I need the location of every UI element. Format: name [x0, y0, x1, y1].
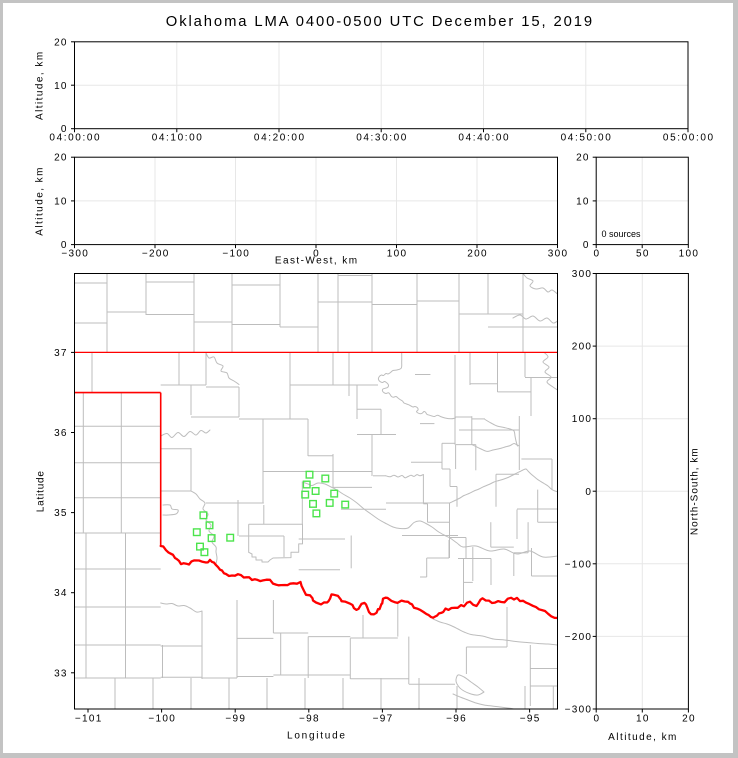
svg-text:04:30:00: 04:30:00: [356, 133, 408, 144]
svg-text:200: 200: [572, 342, 593, 353]
svg-text:−98: −98: [299, 714, 320, 725]
svg-text:04:50:00: 04:50:00: [561, 133, 613, 144]
svg-text:20: 20: [576, 153, 590, 164]
svg-text:34: 34: [54, 588, 68, 599]
svg-text:Altitude, km: Altitude, km: [35, 166, 46, 236]
svg-text:0: 0: [61, 240, 68, 251]
svg-text:300: 300: [548, 248, 569, 259]
svg-text:10: 10: [636, 714, 650, 725]
svg-text:−200: −200: [142, 248, 170, 259]
svg-text:10: 10: [54, 81, 68, 92]
svg-text:−99: −99: [225, 714, 246, 725]
svg-text:0: 0: [593, 248, 600, 259]
svg-text:04:10:00: 04:10:00: [152, 133, 204, 144]
svg-text:North-South, km: North-South, km: [690, 447, 701, 535]
svg-text:0 sources: 0 sources: [602, 229, 642, 239]
svg-text:100: 100: [572, 414, 593, 425]
svg-text:0: 0: [593, 714, 600, 725]
svg-text:33: 33: [54, 668, 68, 679]
svg-text:04:00:00: 04:00:00: [49, 133, 101, 144]
svg-text:20: 20: [54, 37, 68, 48]
svg-text:200: 200: [467, 248, 488, 259]
svg-text:Longitude: Longitude: [287, 731, 347, 742]
svg-text:−96: −96: [446, 714, 467, 725]
svg-text:35: 35: [54, 508, 68, 519]
svg-text:Altitude, km: Altitude, km: [35, 50, 46, 120]
svg-text:−100: −100: [148, 714, 176, 725]
svg-text:Oklahoma LMA 0400-0500 UTC Dec: Oklahoma LMA 0400-0500 UTC December 15, …: [166, 14, 594, 30]
svg-text:0: 0: [313, 248, 320, 259]
svg-text:−100: −100: [222, 248, 250, 259]
svg-text:100: 100: [387, 248, 408, 259]
svg-text:−200: −200: [565, 632, 593, 643]
svg-text:0: 0: [585, 487, 592, 498]
svg-text:05:00:00: 05:00:00: [663, 133, 715, 144]
svg-text:20: 20: [682, 714, 696, 725]
svg-text:100: 100: [679, 248, 700, 259]
svg-text:−300: −300: [565, 705, 593, 716]
svg-text:−95: −95: [520, 714, 541, 725]
svg-text:East-West, km: East-West, km: [275, 256, 359, 267]
svg-text:−97: −97: [373, 714, 394, 725]
svg-text:50: 50: [636, 248, 650, 259]
svg-text:−101: −101: [75, 714, 103, 725]
svg-text:10: 10: [576, 196, 590, 207]
svg-text:−300: −300: [61, 248, 89, 259]
svg-text:Altitude, km: Altitude, km: [608, 732, 678, 743]
svg-text:Latitude: Latitude: [35, 470, 46, 512]
svg-text:36: 36: [54, 428, 68, 439]
svg-text:300: 300: [572, 269, 593, 280]
svg-text:10: 10: [54, 196, 68, 207]
svg-text:−100: −100: [565, 559, 593, 570]
svg-text:37: 37: [54, 348, 68, 359]
svg-text:0: 0: [61, 124, 68, 135]
svg-text:04:20:00: 04:20:00: [254, 133, 306, 144]
svg-text:0: 0: [583, 240, 590, 251]
svg-text:04:40:00: 04:40:00: [458, 133, 510, 144]
svg-text:20: 20: [54, 153, 68, 164]
